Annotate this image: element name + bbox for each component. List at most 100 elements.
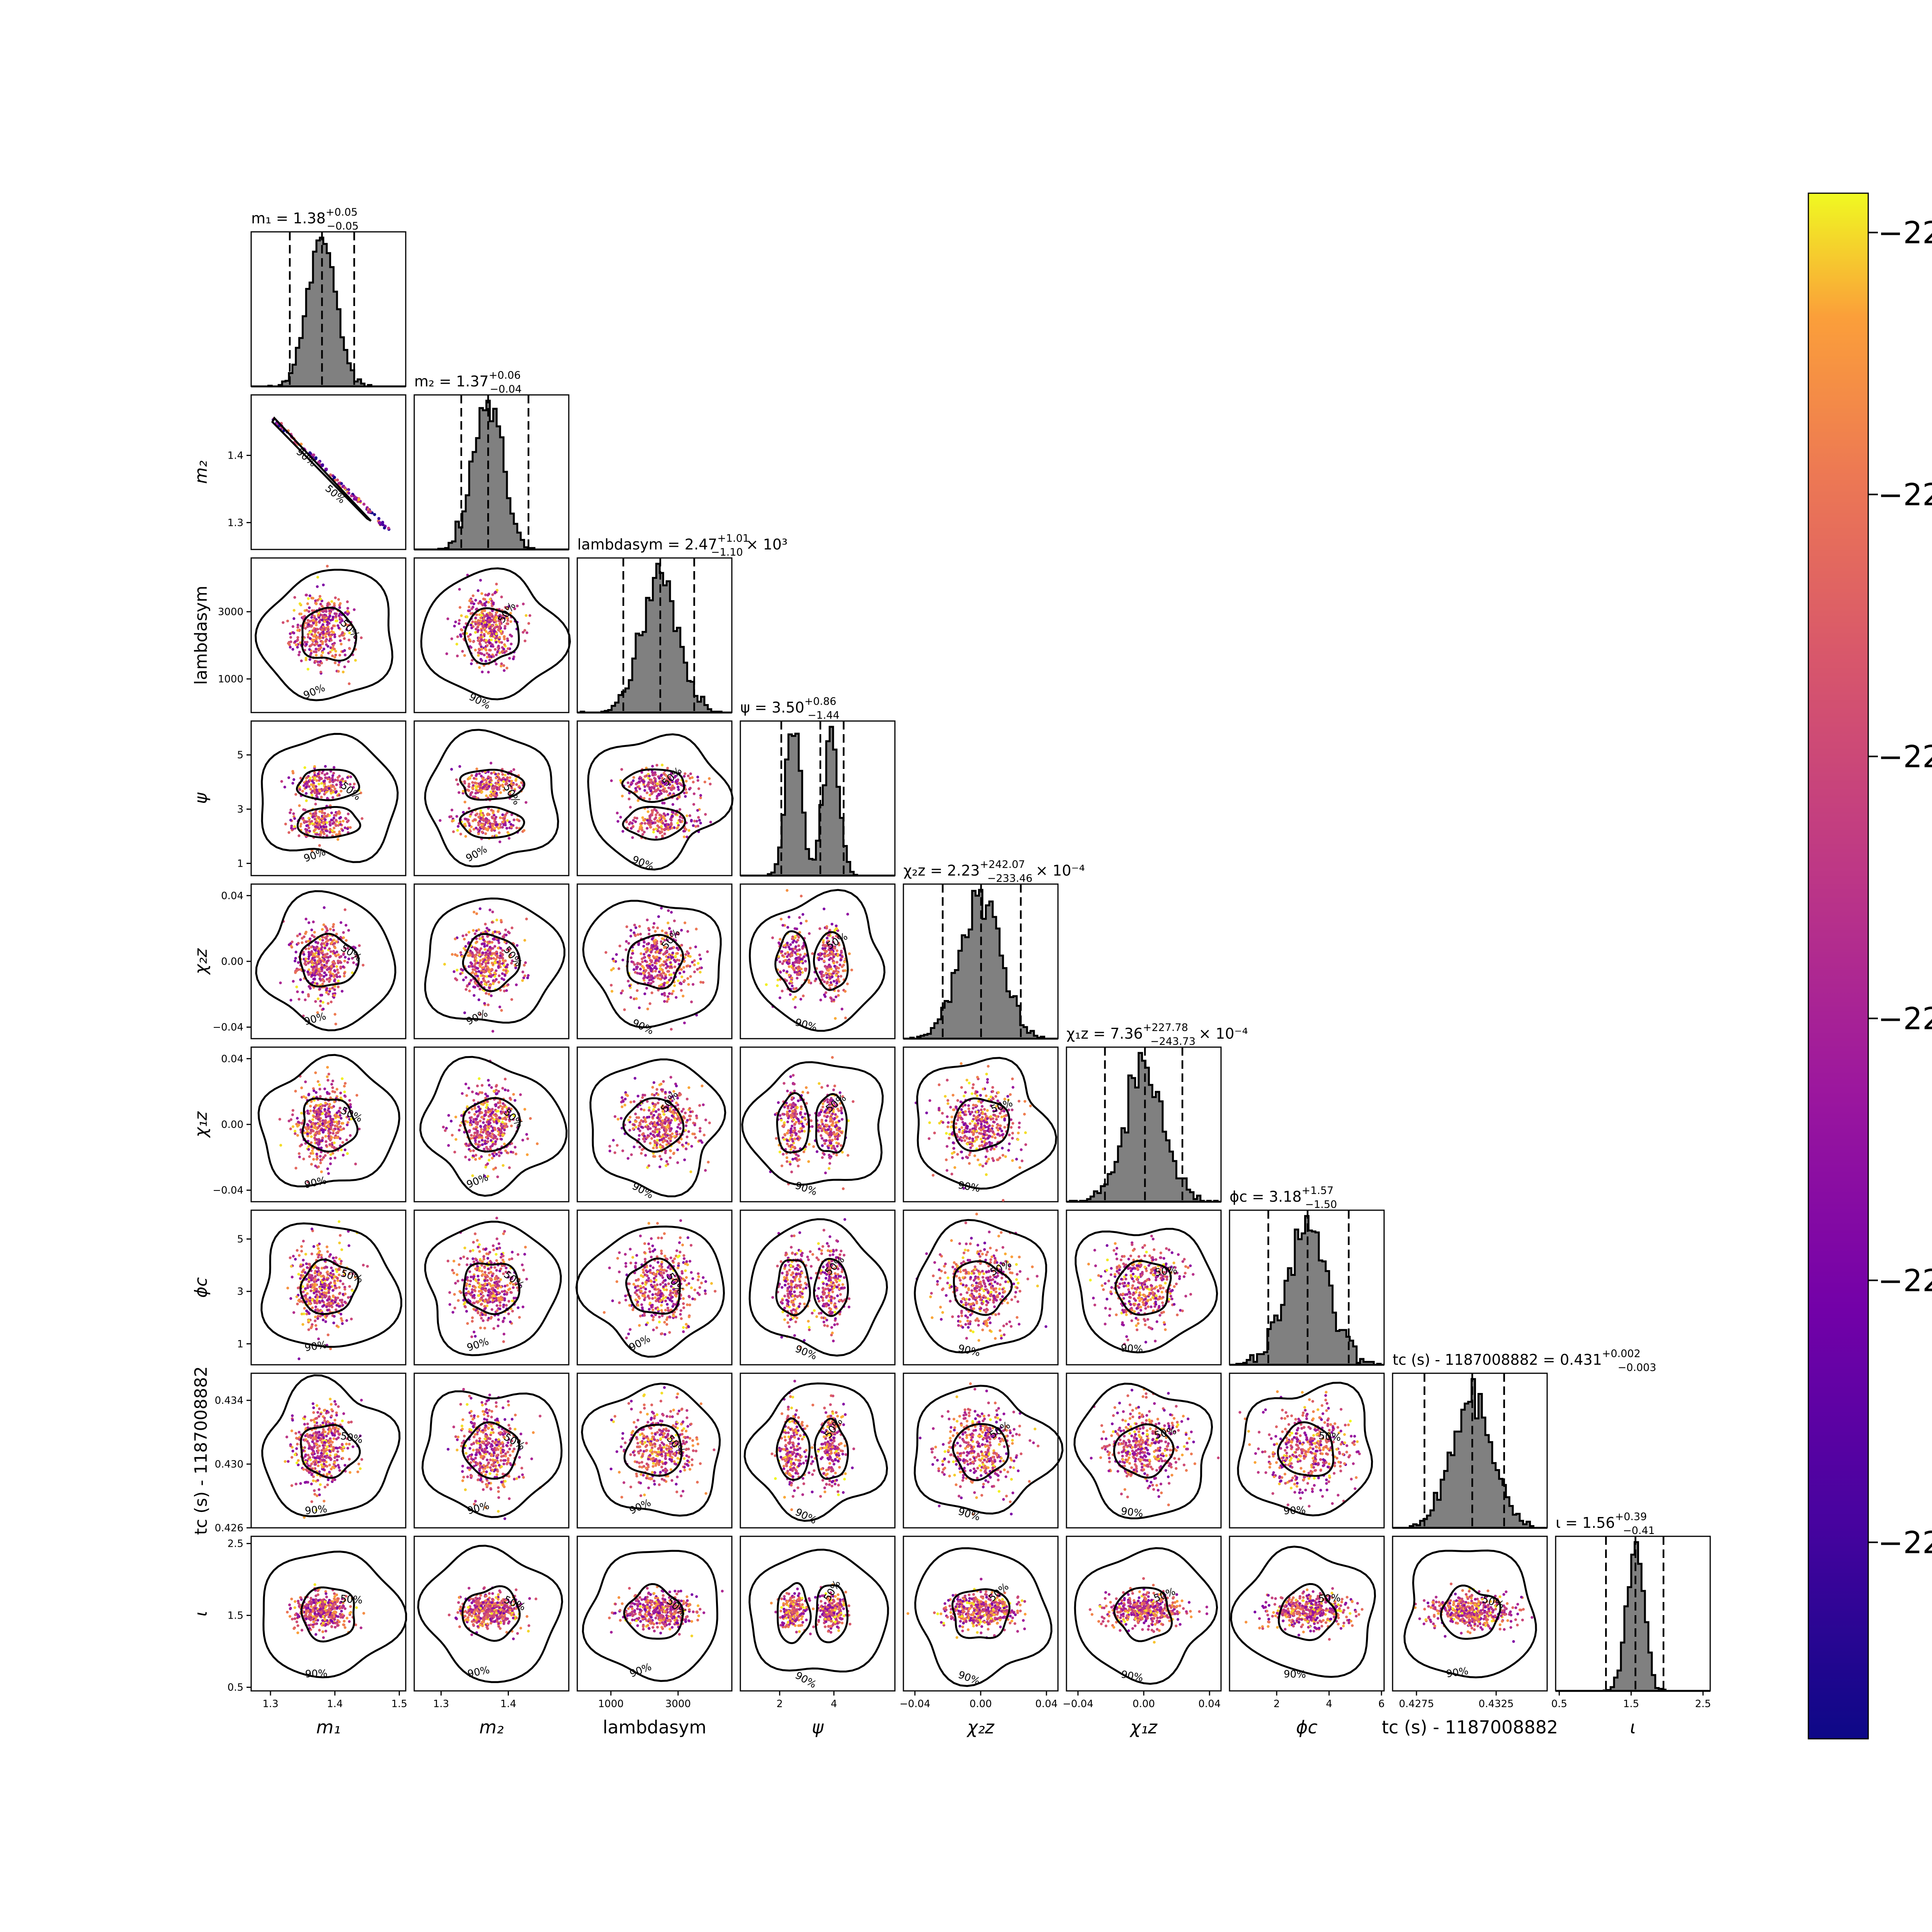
- scatter-point: [496, 651, 499, 654]
- scatter-point: [335, 932, 338, 935]
- scatter-point: [486, 956, 490, 959]
- scatter-point: [826, 937, 829, 940]
- scatter-point: [481, 1143, 484, 1146]
- scatter-point: [315, 1155, 319, 1158]
- scatter-point: [333, 656, 337, 659]
- scatter-point: [479, 959, 482, 962]
- y-tick-label: 3: [237, 804, 243, 815]
- scatter-point: [495, 918, 498, 922]
- scatter-point: [333, 1090, 337, 1094]
- scatter-point: [342, 1127, 345, 1130]
- scatter-point: [652, 830, 655, 834]
- histogram-bars: [251, 236, 406, 388]
- scatter-point: [480, 781, 483, 784]
- scatter-point: [469, 965, 472, 968]
- scatter-point: [474, 982, 477, 985]
- scatter-point: [643, 797, 646, 800]
- scatter-point: [493, 1126, 496, 1129]
- scatter-point: [520, 781, 523, 784]
- scatter-point: [307, 947, 310, 950]
- scatter-point: [468, 1111, 471, 1114]
- scatter-point: [471, 600, 474, 603]
- scatter-point: [487, 1120, 490, 1123]
- scatter-point: [307, 1094, 310, 1097]
- scatter-point: [663, 992, 666, 995]
- scatter-point: [479, 783, 482, 786]
- scatter-point: [687, 983, 690, 986]
- scatter-point: [318, 1107, 321, 1110]
- scatter-point: [469, 793, 472, 796]
- scatter-point: [651, 811, 654, 814]
- scatter-point: [619, 1117, 623, 1120]
- scatter-point: [679, 820, 682, 823]
- scatter-point: [332, 1105, 335, 1108]
- scatter-point: [662, 971, 665, 975]
- scatter-point: [461, 650, 464, 653]
- scatter-point: [634, 934, 637, 937]
- scatter-point: [306, 970, 310, 973]
- scatter-point: [287, 642, 290, 645]
- scatter-point: [298, 788, 301, 791]
- scatter-point: [328, 987, 332, 991]
- scatter-point: [316, 1104, 320, 1107]
- scatter-point: [497, 645, 500, 648]
- scatter-point: [462, 978, 465, 981]
- scatter-point: [474, 631, 477, 634]
- scatter-point: [660, 792, 663, 795]
- histogram-title: m₂ = 1.37+0.06 −0.04: [414, 369, 522, 395]
- scatter-point: [291, 631, 294, 634]
- scatter-point: [643, 822, 646, 825]
- scatter-point: [337, 959, 340, 963]
- scatter-point: [457, 1129, 461, 1132]
- scatter-point: [316, 791, 319, 794]
- scatter-point: [352, 946, 355, 949]
- contour-90: [419, 1056, 568, 1197]
- scatter-point: [646, 810, 650, 813]
- scatter-point: [461, 955, 464, 958]
- scatter-point: [339, 965, 342, 968]
- scatter-point: [490, 779, 493, 782]
- scatter-point: [512, 657, 515, 660]
- scatter-point: [476, 984, 479, 987]
- scatter-point: [846, 913, 849, 916]
- scatter-point: [502, 820, 505, 823]
- scatter-point: [801, 971, 804, 974]
- scatter-point: [485, 975, 488, 978]
- scatter-point: [310, 946, 313, 949]
- scatter-point: [844, 1016, 847, 1020]
- scatter-point: [479, 1119, 482, 1122]
- scatter-point: [504, 1117, 507, 1120]
- scatter-point: [308, 594, 311, 597]
- scatter-point: [330, 1083, 333, 1086]
- scatter-point: [658, 970, 661, 973]
- scatter-point: [481, 1116, 484, 1119]
- scatter-point: [514, 966, 517, 969]
- scatter-point: [296, 629, 299, 632]
- scatter-point: [668, 958, 671, 961]
- scatter-point: [693, 963, 696, 966]
- scatter-point: [469, 599, 472, 602]
- scatter-point: [304, 998, 307, 1002]
- scatter-point: [315, 788, 318, 791]
- scatter-point: [454, 977, 457, 980]
- scatter-point: [521, 970, 524, 973]
- scatter-point: [835, 982, 838, 985]
- scatter-point: [439, 819, 442, 822]
- scatter-point: [323, 616, 327, 619]
- scatter-point: [793, 939, 796, 942]
- scatter-point: [656, 947, 659, 950]
- scatter-point: [344, 826, 347, 829]
- scatter-point: [706, 950, 709, 953]
- scatter-point: [825, 927, 828, 930]
- scatter-point: [830, 997, 833, 1000]
- scatter-point: [312, 954, 315, 957]
- scatter-point: [303, 641, 306, 644]
- scatter-point: [463, 801, 466, 804]
- scatter-point: [524, 961, 527, 964]
- scatter-point: [358, 944, 361, 947]
- scatter-point: [796, 949, 799, 952]
- scatter-point: [313, 771, 316, 774]
- scatter-point: [507, 647, 510, 650]
- scatter-point: [318, 1132, 321, 1135]
- scatter-point: [342, 931, 345, 934]
